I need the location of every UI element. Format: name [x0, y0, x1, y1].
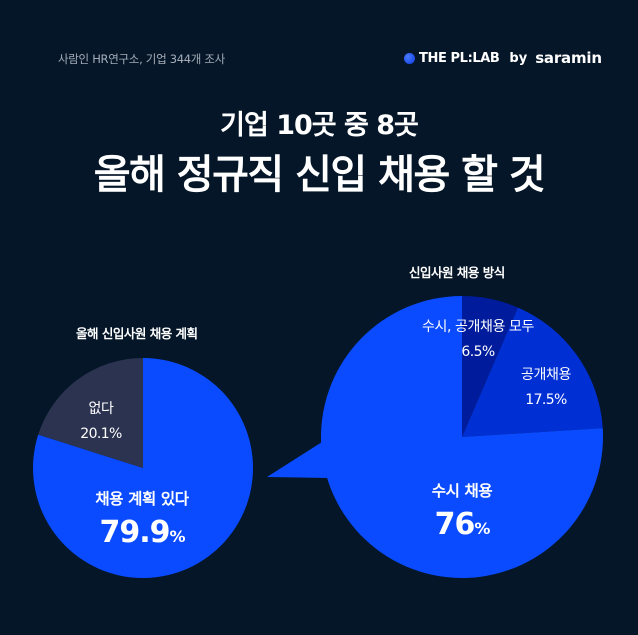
slice-label-rolling: 수시 채용 76% — [431, 482, 493, 542]
brand-name: THE PL:LAB — [419, 50, 500, 66]
left-chart-title: 올해 신입사원 채용 계획 — [76, 326, 198, 341]
source-caption: 사람인 HR연구소, 기업 344개 조사 — [58, 52, 225, 66]
slice-label-open: 공개채용 17.5% — [521, 367, 571, 408]
brand-logo: THE PL:LAB by saramin — [404, 49, 602, 67]
slice-label-both: 수시, 공개채용 모두 6.5% — [422, 319, 534, 360]
blue-dot-icon — [404, 52, 415, 64]
headline-title: 올해 정규직 신입 채용 할 것 — [93, 152, 546, 198]
callout-pointer — [267, 442, 330, 478]
headline-subtitle: 기업 10곳 중 8곳 — [220, 110, 419, 141]
pie-slice — [32, 358, 253, 579]
pie-slice — [462, 307, 603, 437]
brand-by: by — [509, 50, 528, 66]
right-pie-chart — [320, 296, 603, 578]
pie-slice — [38, 358, 143, 468]
pie-slice — [462, 296, 518, 437]
slice-label-hiring: 채용 계획 있다 79.9% — [95, 490, 189, 550]
right-chart-title: 신입사원 채용 방식 — [409, 265, 505, 280]
pie-slice — [320, 296, 603, 578]
left-pie-chart — [32, 358, 253, 579]
brand-partner: saramin — [535, 49, 602, 67]
slice-label-none: 없다 20.1% — [80, 401, 122, 442]
